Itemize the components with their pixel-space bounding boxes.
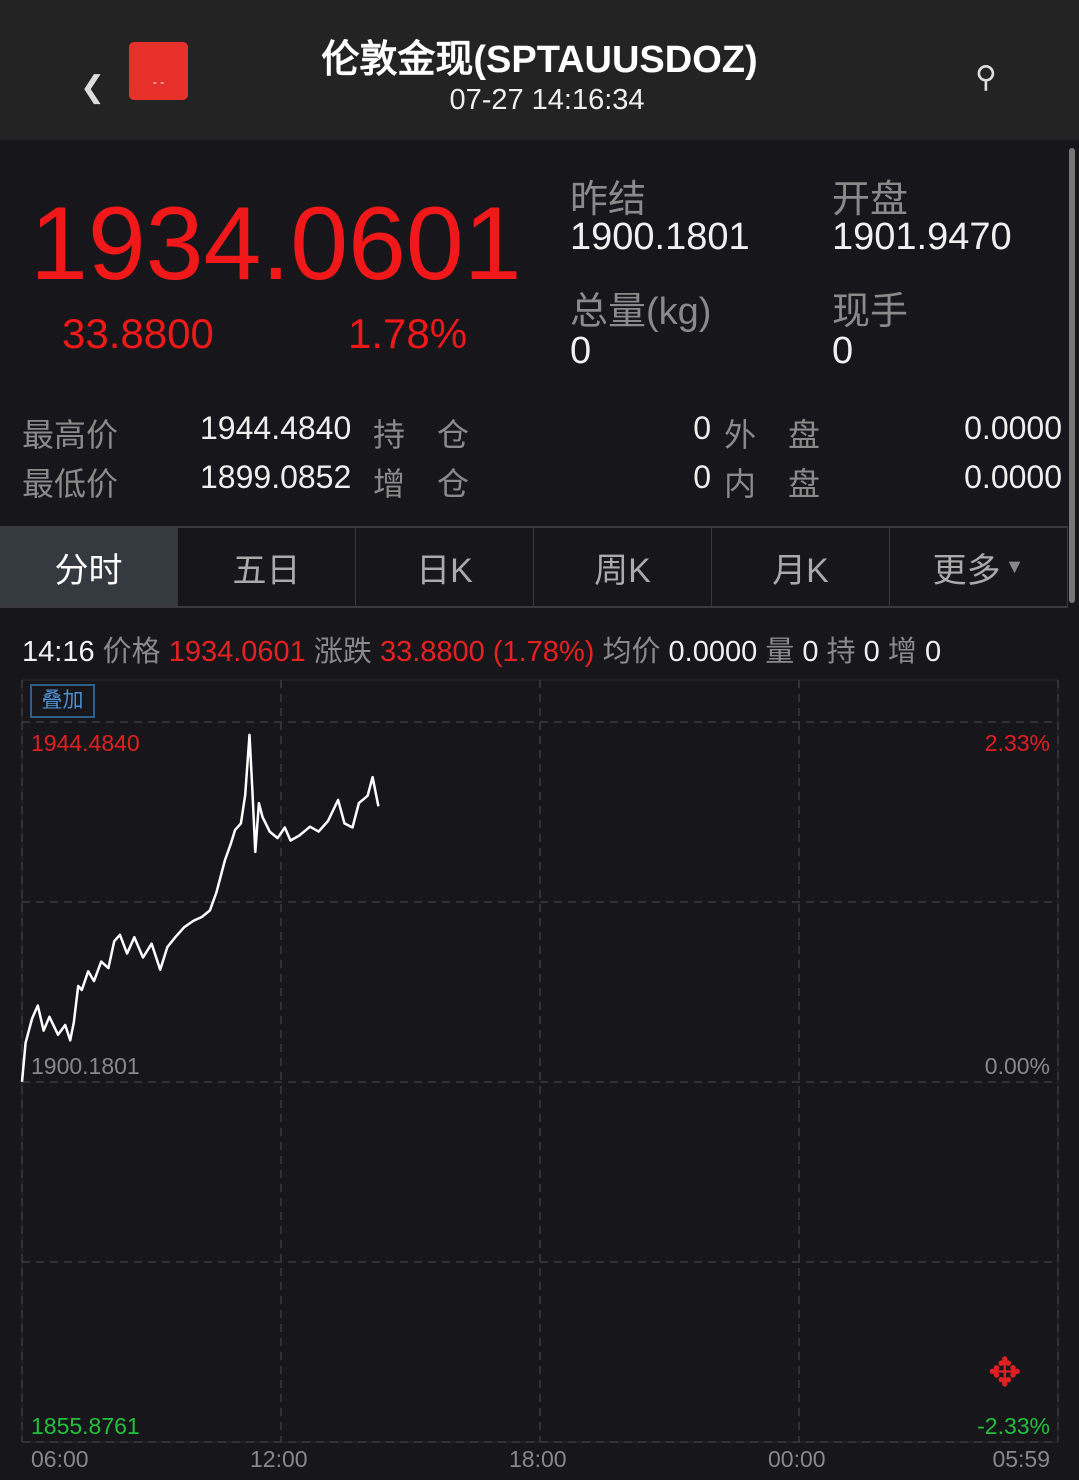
open-label: 开盘 <box>832 179 909 221</box>
chevron-left-icon[interactable]: ❮ <box>80 71 106 104</box>
search-icon[interactable]: ⚲ <box>975 61 997 94</box>
tab-0[interactable]: 分时 <box>0 528 178 606</box>
tab-1[interactable]: 五日 <box>178 528 356 606</box>
tab-label: 分时 <box>54 551 123 590</box>
x-tick-0559: 05:59 <box>992 1446 1050 1472</box>
stat-value-3-cell: 0.0000 <box>964 410 1062 447</box>
stat-value-1-cell: 1944.4840 <box>200 410 351 447</box>
stat-label-3: 内 盘 <box>724 466 821 502</box>
tab-2[interactable]: 日K <box>356 528 534 606</box>
stat-label-3: 外 盘 <box>724 417 821 453</box>
stat-label-2-cell: 增 仓 <box>373 459 469 505</box>
info-avg-label: 均价 <box>602 636 661 668</box>
tab-label: 月K <box>772 551 829 590</box>
stat-value-3: 0.0000 <box>964 410 1062 446</box>
stat-label-3-cell: 内 盘 <box>724 459 820 505</box>
stat-label-1-cell: 最低价 <box>22 459 118 505</box>
stat-value-1: 1899.0852 <box>200 459 352 495</box>
stat-label-2-cell: 持 仓 <box>373 410 469 456</box>
tab-label: 五日 <box>232 551 301 590</box>
current-price: 1934.0601 <box>30 186 522 302</box>
tab-3[interactable]: 周K <box>534 528 712 606</box>
page-title: 伦敦金现(SPTAUUSDOZ) <box>321 39 758 81</box>
tab-5[interactable]: 更多 ▼ <box>890 528 1068 606</box>
stat-value-3: 0.0000 <box>964 459 1062 495</box>
stat-label-1-cell: 最高价 <box>22 410 118 456</box>
info-change: 33.8800 (1.78%) <box>379 636 595 668</box>
info-inc: 0 <box>924 636 942 668</box>
info-avg: 0.0000 <box>668 636 758 668</box>
expand-icon[interactable]: ✥ <box>988 1351 1022 1395</box>
price-change-pct: 1.78% <box>348 310 468 357</box>
caret-down-icon: ▼ <box>1004 555 1025 578</box>
price-line <box>20 733 380 1082</box>
intraday-chart[interactable] <box>0 676 1079 1480</box>
stat-label-2: 增 仓 <box>373 466 470 502</box>
pct-mid-label: 0.00% <box>984 1053 1050 1079</box>
prev-close-value: 1900.1801 <box>570 216 750 258</box>
price-change: 33.8800 <box>62 310 214 357</box>
chart-tabs: 分时 五日 日K 周K 月K 更多 ▼ <box>0 526 1068 608</box>
pct-top-label: 2.33% <box>984 730 1050 756</box>
info-price: 1934.0601 <box>168 636 306 668</box>
info-time: 14:16 <box>22 636 95 668</box>
y-top-label: 1944.4840 <box>31 730 140 756</box>
prev-close-label: 昨结 <box>570 179 647 221</box>
scrollbar[interactable] <box>1069 148 1075 603</box>
datetime: 07-27 14:16:34 <box>449 84 645 116</box>
pct-bottom-label: -2.33% <box>977 1413 1050 1439</box>
stat-value-2: 0 <box>693 459 711 495</box>
top-bar: ❮ - - 伦敦金现(SPTAUUSDOZ) 07-27 14:16:34 ⚲ <box>0 0 1079 140</box>
y-bottom-label: 1855.8761 <box>31 1413 140 1439</box>
x-tick-0600: 06:00 <box>31 1446 89 1472</box>
info-hold-label: 持 <box>826 636 856 668</box>
stat-value-2-cell: 0 <box>693 410 711 447</box>
tab-label: 日K <box>416 551 473 590</box>
info-bar: 14:16 价格 1934.0601 涨跌 33.8800 (1.78%) 均价… <box>22 628 941 670</box>
tab-label: 更多 <box>932 551 1001 590</box>
current-hand-label: 现手 <box>832 291 909 333</box>
stat-value-1: 1944.4840 <box>200 410 352 446</box>
x-tick-1200: 12:00 <box>250 1446 308 1472</box>
tab-label: 周K <box>594 551 651 590</box>
info-hold: 0 <box>863 636 880 668</box>
stat-value-2-cell: 0 <box>693 459 711 496</box>
current-hand-value: 0 <box>832 330 854 372</box>
stat-value-3-cell: 0.0000 <box>964 459 1062 496</box>
x-tick-1800: 18:00 <box>509 1446 567 1472</box>
tab-4[interactable]: 月K <box>712 528 890 606</box>
x-tick-0000: 00:00 <box>768 1446 826 1472</box>
y-mid-label: 1900.1801 <box>31 1053 140 1079</box>
stat-label-3-cell: 外 盘 <box>724 410 820 456</box>
volume-value: 0 <box>570 330 592 372</box>
info-price-label: 价格 <box>102 636 161 668</box>
info-vol: 0 <box>802 636 819 668</box>
info-vol-label: 量 <box>765 636 795 668</box>
stat-value-1-cell: 1899.0852 <box>200 459 351 496</box>
stat-label-1: 最低价 <box>22 466 119 502</box>
red-app-icon[interactable]: - - <box>129 42 188 100</box>
stat-label-1: 最高价 <box>22 417 119 453</box>
volume-label: 总量(kg) <box>570 291 712 333</box>
stat-value-2: 0 <box>693 410 711 446</box>
info-change-label: 涨跌 <box>313 636 372 668</box>
info-inc-label: 增 <box>887 636 917 668</box>
overlay-button[interactable]: 叠加 <box>30 684 95 718</box>
open-value: 1901.9470 <box>832 216 1012 258</box>
stat-label-2: 持 仓 <box>373 417 470 453</box>
